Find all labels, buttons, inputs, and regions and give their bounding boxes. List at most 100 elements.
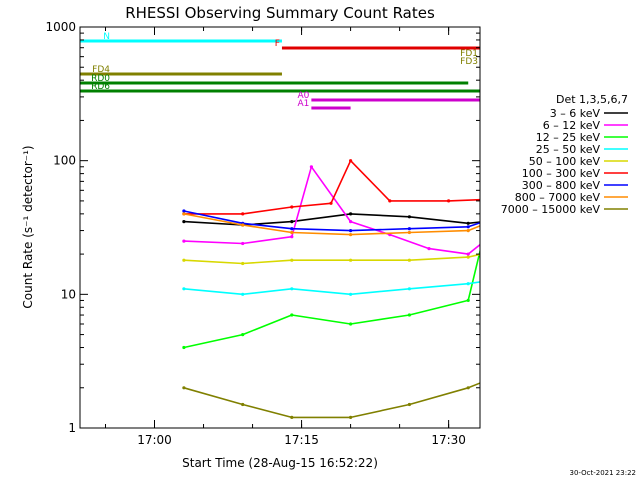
flag-label-fd1: FD1	[460, 49, 478, 59]
x-tick-label: 17:00	[137, 433, 172, 447]
data-point-5-1	[241, 212, 245, 216]
data-point-8-1	[241, 402, 245, 407]
flag-label-rd6: RD6	[91, 82, 110, 92]
data-point-1-8	[496, 229, 499, 232]
flag-label-n: N	[103, 32, 110, 42]
data-point-3-0	[182, 287, 186, 291]
data-point-7-1	[241, 223, 245, 227]
y-tick-label: 100	[53, 154, 76, 168]
data-point-2-9	[624, 282, 627, 285]
data-point-4-1	[241, 261, 245, 266]
series-line-4	[183, 253, 480, 265]
series-line-3	[183, 281, 480, 296]
legend-label-2: 12 – 25 keV	[536, 131, 601, 144]
data-point-0-5	[466, 221, 470, 225]
data-point-1-3	[309, 165, 313, 169]
data-point-8-4	[407, 402, 411, 407]
data-point-4-6	[526, 242, 529, 245]
data-point-5-2	[290, 205, 294, 209]
data-point-7-2	[290, 230, 294, 235]
data-point-7-5	[466, 229, 470, 233]
flag-label-rd0: RD0	[91, 74, 110, 84]
data-point-2-5	[466, 298, 470, 302]
data-point-1-2	[290, 235, 294, 239]
legend-label-8: 7000 – 15000 keV	[501, 203, 601, 216]
data-point-5-4	[349, 159, 353, 163]
data-point-0-0	[182, 220, 186, 224]
data-point-0-2	[290, 220, 294, 224]
data-point-4-7	[575, 237, 578, 240]
flag-label-fd3: FD3	[460, 57, 478, 67]
data-point-8-7	[575, 346, 578, 349]
data-point-8-3	[349, 415, 353, 419]
y-tick-label: 1	[68, 421, 76, 435]
data-point-4-3	[349, 258, 353, 262]
data-point-2-0	[182, 345, 186, 350]
y-tick-label: 1000	[45, 20, 76, 34]
data-point-1-0	[182, 239, 186, 243]
legend-label-5: 100 – 300 keV	[522, 167, 601, 180]
legend-label-4: 50 – 100 keV	[529, 155, 601, 168]
data-point-3-8	[624, 273, 627, 276]
chart-title: RHESSI Observing Summary Count Rates	[125, 4, 435, 22]
y-tick-label: 10	[61, 287, 76, 301]
data-point-3-2	[290, 287, 294, 291]
flag-label-a0: A0	[297, 91, 309, 101]
data-point-3-7	[575, 259, 578, 262]
data-point-4-8	[624, 247, 627, 250]
plot-layer	[80, 39, 627, 419]
data-point-0-3	[349, 212, 353, 216]
flag-label-a1: A1	[297, 99, 309, 109]
data-point-8-6	[526, 363, 529, 366]
data-point-4-2	[290, 258, 294, 262]
data-point-3-1	[241, 292, 245, 296]
legend-label-7: 800 – 7000 keV	[515, 191, 601, 204]
data-point-2-1	[241, 333, 245, 337]
data-point-3-5	[466, 282, 470, 286]
series-line-6	[183, 210, 480, 232]
data-point-8-8	[624, 363, 627, 366]
data-point-8-5	[466, 386, 470, 390]
series-line-1	[183, 166, 480, 255]
legend-title: Det 1,3,5,6,7	[556, 93, 628, 106]
data-point-2-6	[506, 136, 509, 139]
data-point-1-6	[427, 247, 431, 251]
flag-label-fd4: FD4	[92, 65, 110, 75]
data-point-6-2	[290, 227, 294, 231]
data-point-2-3	[349, 322, 353, 326]
data-point-5-5	[388, 199, 392, 203]
legend-label-3: 25 – 50 keV	[536, 143, 601, 156]
legend-label-6: 300 – 800 keV	[522, 179, 601, 192]
x-tick-label: 17:30	[431, 433, 466, 447]
data-point-6-4	[407, 227, 411, 231]
timestamp-label: 30-Oct-2021 23:22	[570, 469, 636, 477]
data-point-2-4	[407, 313, 411, 317]
data-point-4-4	[407, 258, 411, 262]
series-line-0	[183, 213, 480, 226]
data-point-3-4	[407, 287, 411, 291]
data-point-3-6	[526, 273, 529, 276]
series-line-5	[183, 159, 480, 215]
plot-frame	[79, 26, 481, 429]
data-point-5-7	[506, 197, 509, 200]
legend-label-0: 3 – 6 keV	[550, 107, 601, 120]
legend-label-1: 6 – 12 keV	[543, 119, 601, 132]
x-tick-label: 17:15	[284, 433, 319, 447]
series-line-2	[183, 247, 480, 349]
flag-label-f: F	[275, 39, 280, 49]
data-point-7-0	[182, 212, 186, 216]
data-point-1-10	[575, 229, 578, 232]
data-point-1-11	[624, 240, 627, 243]
data-point-2-2	[290, 313, 294, 317]
data-point-1-7	[466, 252, 470, 256]
data-point-6-0	[182, 209, 186, 213]
data-point-0-4	[407, 215, 411, 219]
data-point-2-8	[575, 273, 578, 276]
series-line-7	[183, 213, 480, 236]
data-point-5-3	[329, 201, 333, 205]
data-point-7-3	[349, 233, 353, 237]
data-point-6-3	[349, 229, 353, 233]
